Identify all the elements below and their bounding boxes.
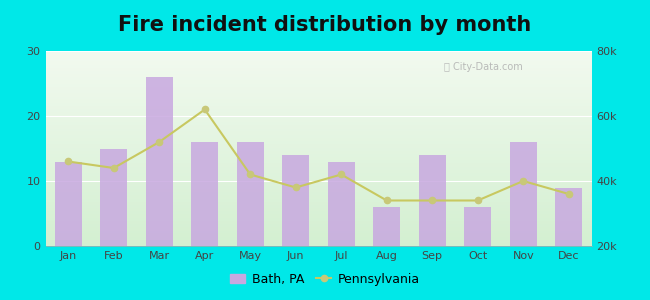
- Bar: [282, 155, 309, 246]
- Bar: [464, 207, 491, 246]
- Bar: [237, 142, 264, 246]
- Bar: [55, 161, 82, 246]
- Bar: [373, 207, 400, 246]
- Text: ⓘ City-Data.com: ⓘ City-Data.com: [444, 62, 523, 73]
- Bar: [555, 188, 582, 246]
- Text: Fire incident distribution by month: Fire incident distribution by month: [118, 15, 532, 35]
- Bar: [419, 155, 446, 246]
- Bar: [328, 161, 355, 246]
- Bar: [191, 142, 218, 246]
- Legend: Bath, PA, Pennsylvania: Bath, PA, Pennsylvania: [226, 268, 424, 291]
- Bar: [100, 148, 127, 246]
- Bar: [510, 142, 537, 246]
- Bar: [146, 77, 173, 246]
